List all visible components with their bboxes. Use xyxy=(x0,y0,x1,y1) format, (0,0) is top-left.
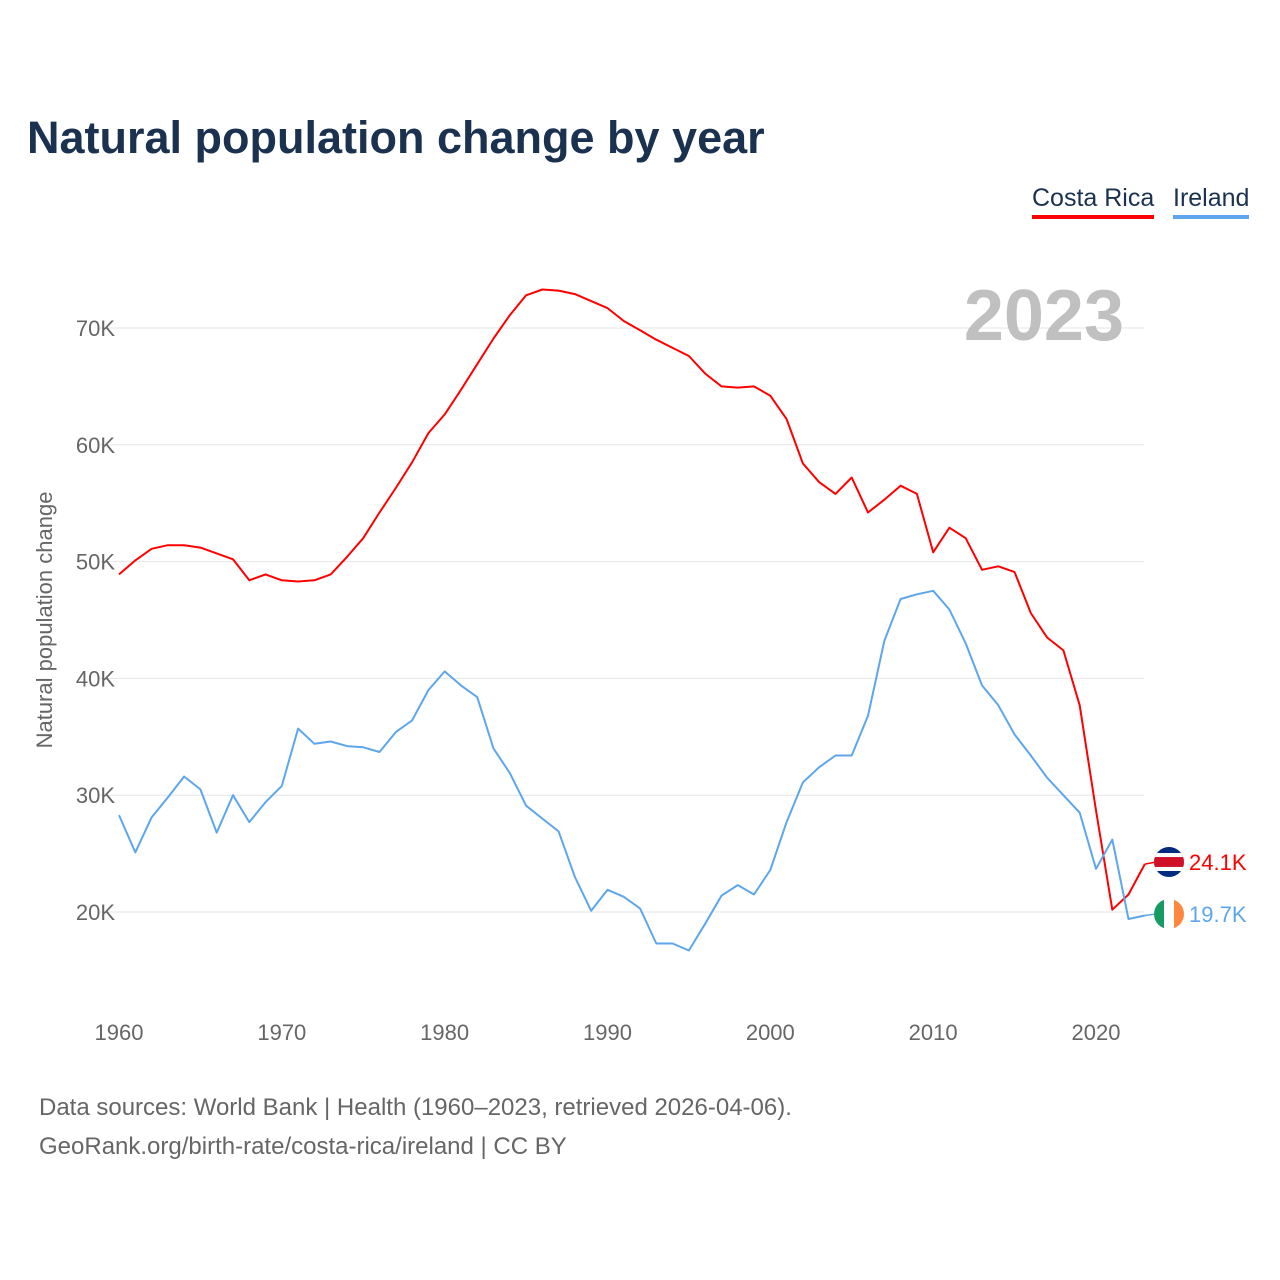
y-tick-label: 20K xyxy=(76,900,115,925)
x-tick-label: 1990 xyxy=(583,1020,632,1045)
y-tick-label: 50K xyxy=(76,550,115,575)
y-axis-label: Natural population change xyxy=(32,492,57,749)
x-tick-label: 1960 xyxy=(95,1020,144,1045)
costa-rica-flag-icon xyxy=(1154,847,1184,877)
y-tick-label: 60K xyxy=(76,433,115,458)
x-tick-label: 1970 xyxy=(257,1020,306,1045)
y-tick-label: 70K xyxy=(76,316,115,341)
chart-title: Natural population change by year xyxy=(27,112,765,163)
legend-costa-rica[interactable]: Costa Rica xyxy=(1032,184,1155,219)
end-value-label: 19.7K xyxy=(1189,902,1247,927)
ireland-flag-icon xyxy=(1154,899,1184,929)
x-tick-label: 1980 xyxy=(420,1020,469,1045)
series-line-ireland xyxy=(118,589,1146,952)
footer: Data sources: World Bank | Health (1960–… xyxy=(39,1088,792,1166)
x-tick-label: 2010 xyxy=(909,1020,958,1045)
x-tick-label: 2020 xyxy=(1072,1020,1121,1045)
legend-ireland[interactable]: Ireland xyxy=(1173,184,1250,219)
y-tick-label: 40K xyxy=(76,666,115,691)
y-tick-label: 30K xyxy=(76,783,115,808)
series-line-costa-rica xyxy=(118,288,1146,911)
year-watermark: 2023 xyxy=(964,276,1124,356)
x-tick-label: 2000 xyxy=(746,1020,795,1045)
footer-link[interactable]: GeoRank.org/birth-rate/costa-rica/irelan… xyxy=(39,1133,567,1160)
end-value-label: 24.1K xyxy=(1189,850,1247,875)
footer-sources: Data sources: World Bank | Health (1960–… xyxy=(39,1094,792,1121)
